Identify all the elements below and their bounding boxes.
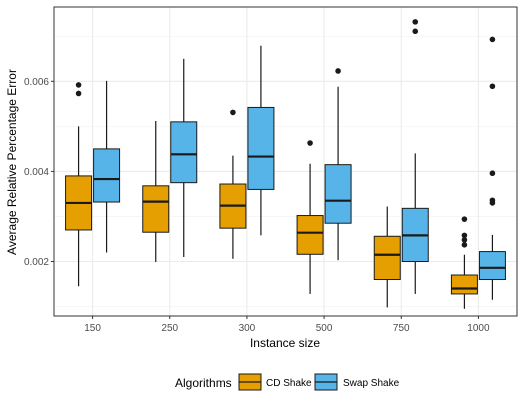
outlier-point — [230, 109, 236, 116]
panel-background — [54, 7, 517, 316]
outlier-point — [461, 242, 468, 248]
legend: Algorithms CD Shake Swap Shake — [175, 373, 400, 391]
outlier-point — [489, 83, 496, 90]
x-tick-label: 300 — [239, 323, 256, 334]
outlier-point — [489, 36, 496, 43]
box-cd-shake-1000 — [450, 216, 478, 309]
box-cd-shake-750 — [373, 206, 401, 308]
box-swap-shake-150 — [93, 80, 121, 253]
box-cd-shake-500 — [296, 140, 324, 294]
box-cd-shake-300 — [219, 109, 247, 259]
x-tick-label: 1000 — [467, 323, 490, 334]
outlier-point — [412, 19, 419, 25]
box-iqr — [478, 251, 506, 281]
legend-key-cd-shake — [238, 373, 262, 391]
y-axis-title: Average Relative Percentage Error — [5, 69, 19, 255]
box-iqr — [296, 215, 324, 255]
x-tick-label: 750 — [393, 323, 410, 334]
y-tick-label: 0.006 — [24, 77, 49, 88]
outlier-point — [412, 28, 419, 35]
outlier-point — [75, 90, 82, 97]
outlier-point — [461, 216, 468, 222]
outlier-point — [335, 68, 341, 74]
box-swap-shake-1000 — [478, 36, 506, 300]
box-swap-shake-250 — [170, 58, 198, 257]
box-iqr — [142, 185, 170, 233]
outlier-point — [75, 82, 82, 88]
x-tick-label: 150 — [84, 323, 101, 334]
box-iqr — [373, 235, 401, 281]
y-tick-label: 0.004 — [24, 167, 49, 178]
outlier-point — [307, 140, 313, 146]
axes-layer: 0.002 0.004 0.006 150 250 300 500 750 1000 — [24, 6, 518, 334]
outlier-point — [489, 170, 496, 177]
outlier-point — [461, 237, 468, 243]
y-tick-label: 0.002 — [24, 257, 49, 268]
legend-title: Algorithms — [175, 376, 232, 390]
box-swap-shake-300 — [247, 45, 275, 236]
x-tick-label: 500 — [316, 323, 333, 334]
box-swap-shake-750 — [401, 19, 429, 294]
box-iqr — [450, 274, 478, 295]
box-cd-shake-250 — [142, 120, 170, 262]
box-swap-shake-500 — [324, 68, 352, 261]
legend-label-cd-shake: CD Shake — [266, 378, 312, 389]
plot-panel — [54, 7, 517, 316]
outlier-point — [489, 200, 496, 206]
x-tick-label: 250 — [161, 323, 178, 334]
outlier-point — [461, 232, 468, 239]
panel-border — [53, 6, 518, 317]
box-iqr — [170, 121, 198, 184]
x-axis-title: Instance size — [250, 336, 320, 350]
box-cd-shake-150 — [65, 82, 93, 287]
box-iqr — [93, 148, 121, 203]
box-iqr — [247, 106, 275, 190]
legend-key-swap-shake — [314, 373, 338, 391]
box-iqr — [324, 164, 352, 224]
legend-label-swap-shake: Swap Shake — [343, 378, 400, 389]
